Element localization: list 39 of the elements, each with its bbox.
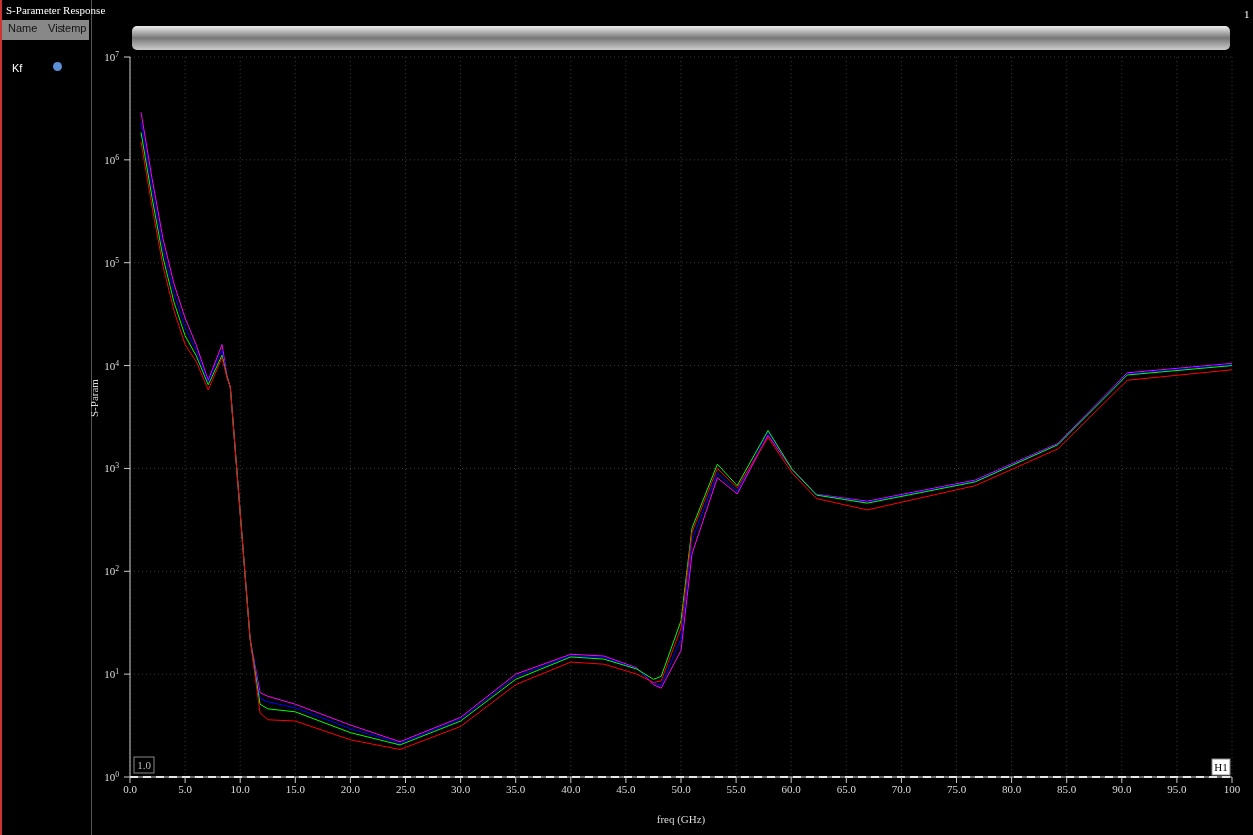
y-tick-label: 10$^{1}$ (104, 666, 120, 681)
y-tick-label: 10$^{6}$ (104, 152, 120, 166)
y-tick-label: 10$^{2}$ (104, 563, 120, 578)
text: temp (62, 22, 87, 34)
x-tick-label: 100 (1223, 782, 1241, 795)
x-tick-label: 90.0 (1112, 782, 1132, 795)
x-tick-label: 25.0 (395, 782, 416, 795)
y-tick-label: 10$^{5}$ (104, 255, 120, 269)
x-tick-label: 70.0 (891, 782, 912, 795)
chart-title: S-Parameter Response (6, 4, 106, 16)
x-tick-label: 80.0 (1001, 782, 1022, 795)
x-axis-title: freq (GHz) (656, 813, 706, 826)
x-tick-label: 10.0 (230, 782, 251, 795)
x-tick-label: 15.0 (285, 782, 306, 795)
x-tick-label: 75.0 (946, 782, 967, 795)
x-tick-label: 95.0 (1167, 782, 1188, 795)
text: Kf (12, 62, 23, 74)
x-tick-label: 65.0 (836, 782, 857, 795)
x-tick-label: 55.0 (726, 782, 747, 795)
x-tick-label: 35.0 (506, 782, 526, 795)
x-tick-label: 20.0 (340, 782, 361, 795)
y-tick-label: 10$^{4}$ (104, 358, 120, 372)
y-axis-title: S-Param (87, 378, 100, 417)
text: Name (8, 22, 38, 34)
x-tick-label: 85.0 (1057, 782, 1077, 795)
x-tick-label: 40.0 (561, 782, 581, 795)
ref-line-label: H1 (1214, 761, 1228, 773)
x-tick-label: 45.0 (616, 782, 637, 795)
y-tick-label: 10$^{0}$ (104, 769, 120, 783)
x-tick-label: 60.0 (781, 782, 802, 795)
annotation: 1.0 (137, 759, 152, 771)
x-tick-label: 30.0 (450, 782, 471, 795)
y-tick-label: 10$^{7}$ (104, 49, 120, 63)
text: 1 (1244, 8, 1250, 20)
y-tick-label: 10$^{3}$ (104, 460, 120, 475)
x-tick-label: 5.0 (178, 782, 193, 795)
text: Vis (48, 22, 64, 34)
x-tick-label: 50.0 (671, 782, 692, 795)
x-tick-label: 0.0 (123, 782, 138, 795)
